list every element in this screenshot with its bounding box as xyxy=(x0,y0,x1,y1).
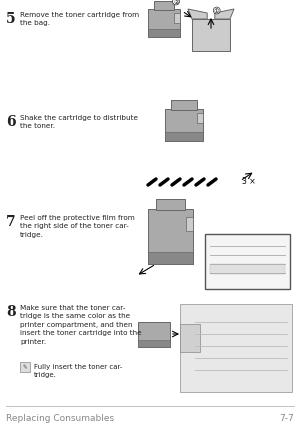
Bar xyxy=(165,132,203,142)
Text: 7-7: 7-7 xyxy=(279,413,294,422)
Bar xyxy=(197,114,203,124)
Text: Shake the cartridge to distribute
the toner.: Shake the cartridge to distribute the to… xyxy=(20,115,138,129)
Text: Replacing Consumables: Replacing Consumables xyxy=(6,413,114,422)
Text: 5: 5 xyxy=(6,12,16,26)
Text: 7: 7 xyxy=(6,215,16,228)
Bar xyxy=(154,2,174,11)
Text: Peel off the protective film from
the right side of the toner car-
tridge.: Peel off the protective film from the ri… xyxy=(20,215,135,237)
Bar xyxy=(148,210,193,265)
Bar xyxy=(192,20,230,52)
Text: ①: ① xyxy=(214,9,220,14)
Bar xyxy=(20,362,30,372)
Text: 8: 8 xyxy=(6,304,16,318)
Bar xyxy=(205,234,290,289)
Bar xyxy=(148,253,193,265)
Bar xyxy=(138,322,170,347)
Text: ②: ② xyxy=(173,0,179,5)
Bar xyxy=(165,110,203,142)
Polygon shape xyxy=(215,10,234,20)
Bar xyxy=(148,30,180,38)
Bar xyxy=(156,199,185,210)
Bar xyxy=(180,324,200,352)
Bar xyxy=(180,304,292,392)
Bar xyxy=(186,218,193,231)
Text: 6: 6 xyxy=(6,115,16,129)
Polygon shape xyxy=(188,10,207,20)
Text: ✎: ✎ xyxy=(23,365,27,370)
Bar xyxy=(174,14,180,24)
Bar xyxy=(138,340,170,347)
Text: Fully insert the toner car-
tridge.: Fully insert the toner car- tridge. xyxy=(34,363,122,377)
Text: Make sure that the toner car-
tridge is the same color as the
printer compartmen: Make sure that the toner car- tridge is … xyxy=(20,304,142,344)
Bar xyxy=(210,265,285,274)
Bar xyxy=(171,101,197,111)
Bar xyxy=(148,10,180,38)
Text: 3 ×: 3 × xyxy=(242,177,256,186)
Text: Remove the toner cartridge from
the bag.: Remove the toner cartridge from the bag. xyxy=(20,12,139,26)
